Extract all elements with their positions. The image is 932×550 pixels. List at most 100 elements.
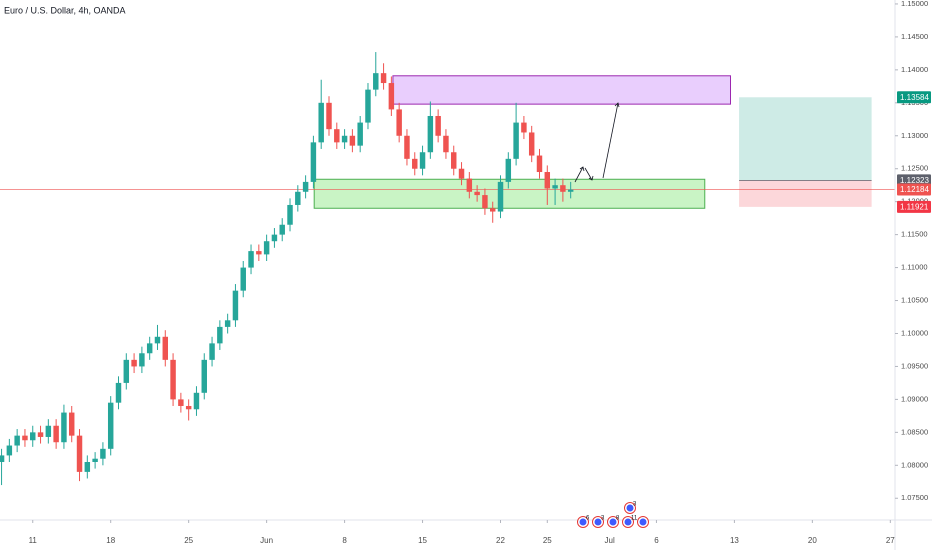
x-tick-label: 20 <box>808 536 817 545</box>
candle-body <box>100 448 106 459</box>
x-tick-label: 8 <box>342 536 347 545</box>
candle-body <box>497 181 504 212</box>
candle-body <box>232 290 239 321</box>
x-tick-label: 27 <box>886 536 895 545</box>
candle-body <box>482 195 488 209</box>
candle-body <box>92 458 98 463</box>
candle-body <box>76 435 83 472</box>
candle-body <box>474 191 480 196</box>
candle-body <box>373 73 379 90</box>
stop-area <box>739 180 872 207</box>
candle-body <box>248 251 254 268</box>
candle-body <box>193 392 200 410</box>
candle-body <box>68 412 75 436</box>
candle-body <box>544 172 551 189</box>
candle-body <box>61 412 67 443</box>
y-tick-label: 1.09500 <box>901 361 928 370</box>
candle-body <box>178 399 184 406</box>
candle-body <box>404 135 410 159</box>
candle-body <box>271 234 278 242</box>
y-tick-label: 1.11500 <box>901 230 928 239</box>
y-tick-label: 1.14500 <box>901 32 928 41</box>
candle-body <box>37 432 44 437</box>
candle-body <box>435 115 441 136</box>
y-tick-label: 1.15000 <box>901 0 928 8</box>
y-tick-label: 1.10000 <box>901 328 928 337</box>
price-label-box <box>897 183 931 196</box>
zone <box>392 75 732 105</box>
candle-body <box>107 402 114 449</box>
candle-body <box>162 336 169 360</box>
arrow-head <box>588 175 594 181</box>
x-tick-label: 6 <box>654 536 659 545</box>
candle-body <box>84 462 91 472</box>
candle-body <box>443 135 449 153</box>
event-icon-core <box>594 518 602 526</box>
candle-body <box>521 122 527 133</box>
candle-body <box>489 208 496 212</box>
x-tick-label: 22 <box>496 536 505 545</box>
candle-body <box>154 336 161 344</box>
price-label: 1.12323 <box>900 176 929 185</box>
candle-body <box>567 189 574 192</box>
candle-body <box>451 152 457 169</box>
chart-title: Euro / U.S. Dollar, 4h, OANDA <box>4 5 126 15</box>
candle-body <box>466 178 473 192</box>
candle-body <box>139 353 145 367</box>
candle-body <box>209 343 215 360</box>
price-label-box <box>897 200 931 213</box>
candle-body <box>528 132 535 156</box>
y-tick-label: 1.07500 <box>901 493 928 502</box>
candle-body <box>536 155 543 173</box>
candle-body <box>170 359 176 400</box>
x-tick-label: 15 <box>418 536 427 545</box>
y-tick-label: 1.10500 <box>901 296 928 305</box>
y-tick-label: 1.08000 <box>901 460 928 469</box>
candle-body <box>419 152 426 169</box>
candle-body <box>263 241 270 255</box>
event-icon-core <box>624 518 632 526</box>
target-area <box>739 97 872 181</box>
candle-body <box>30 432 36 441</box>
candle-body <box>217 326 223 344</box>
candle-body <box>341 135 348 143</box>
candle-body <box>53 425 59 443</box>
candle-body <box>22 435 28 441</box>
x-tick-label: 25 <box>184 536 193 545</box>
candle-body <box>201 359 207 393</box>
candle-body <box>505 158 512 182</box>
candle-body <box>412 158 418 169</box>
candle-body <box>396 109 402 136</box>
y-tick-label: 1.14000 <box>901 65 928 74</box>
x-tick-label: Jun <box>260 536 273 545</box>
candle-body <box>185 405 192 410</box>
event-count: 3 <box>601 516 605 522</box>
y-tick-label: 1.13000 <box>901 131 928 140</box>
candle-body <box>287 204 293 225</box>
x-tick-label: 13 <box>730 536 739 545</box>
candle-body <box>6 445 13 456</box>
x-tick-label: 25 <box>543 536 552 545</box>
event-icon-core <box>579 518 587 526</box>
event-icon-core <box>639 518 647 526</box>
x-tick-label: Jul <box>605 536 615 545</box>
candle-body <box>349 135 356 146</box>
candle-body <box>131 359 137 367</box>
arrow <box>602 102 619 179</box>
candle-body <box>334 129 340 143</box>
candle-body <box>146 343 153 354</box>
price-label-box <box>897 91 931 104</box>
candle-body <box>295 191 301 205</box>
x-tick-label: 18 <box>106 536 115 545</box>
candle-body <box>318 102 324 143</box>
candle-body <box>14 435 20 446</box>
candle-body <box>326 102 332 130</box>
candle-body <box>123 359 130 383</box>
candle-body <box>224 320 231 327</box>
price-label: 1.13584 <box>900 93 929 102</box>
event-count: 11 <box>631 516 638 522</box>
candle-body <box>310 142 317 182</box>
y-tick-label: 1.12500 <box>901 164 928 173</box>
candle-body <box>357 122 363 146</box>
